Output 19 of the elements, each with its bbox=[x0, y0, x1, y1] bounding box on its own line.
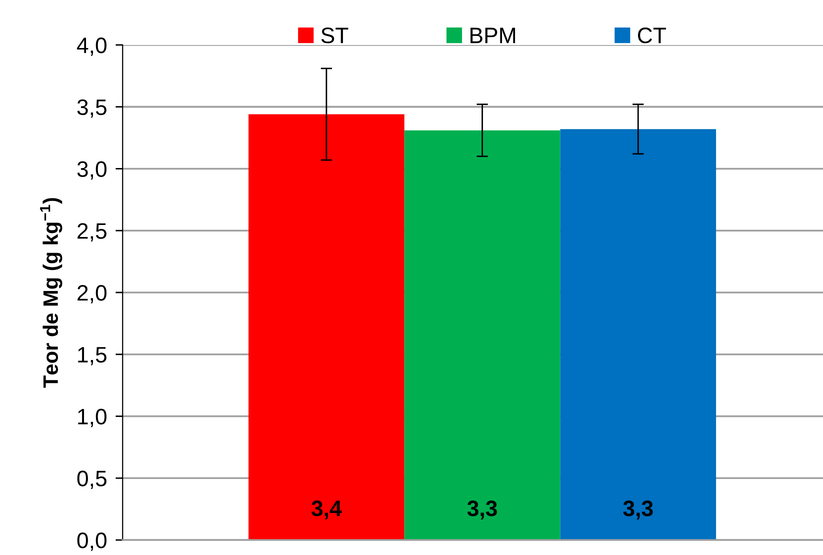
y-tick-label: 4,0 bbox=[76, 37, 106, 56]
y-tick-label: 2,5 bbox=[78, 223, 106, 242]
y-tick-label: 2,0 bbox=[78, 285, 106, 304]
y-tick-label: 0,5 bbox=[77, 470, 106, 490]
y-tick-label: 1,5 bbox=[78, 347, 106, 366]
y-tick-label: 1,0 bbox=[78, 408, 106, 428]
y-tick-label: 3,0 bbox=[77, 161, 106, 180]
legend-label: ST bbox=[321, 28, 348, 44]
legend-label: BPM bbox=[470, 28, 516, 44]
data-label: 3,4 bbox=[311, 500, 342, 520]
legend-label: CT bbox=[638, 28, 666, 44]
y-axis-title: Teor de Mg (g kg$^{−1}$) bbox=[40, 198, 62, 388]
y-tick-label: 0,0 bbox=[77, 532, 106, 551]
bar bbox=[404, 130, 560, 540]
data-label: 3,3 bbox=[467, 500, 497, 520]
data-label: 3,3 bbox=[623, 500, 653, 520]
bar bbox=[248, 114, 404, 540]
y-tick-label: 3,5 bbox=[77, 99, 106, 118]
bar bbox=[560, 129, 716, 540]
